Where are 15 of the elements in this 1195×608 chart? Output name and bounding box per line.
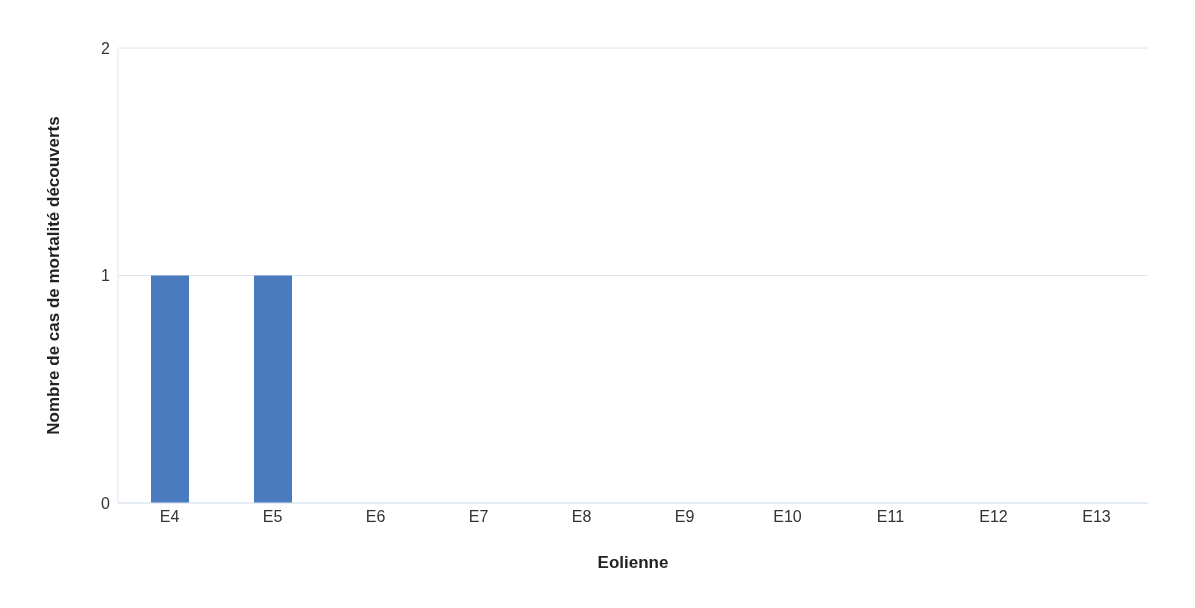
x-tick-label: E9 (674, 508, 695, 526)
x-tick-label: E4 (159, 508, 180, 526)
x-tick-label: E5 (262, 508, 283, 526)
y-tick-label: 1 (101, 267, 111, 285)
y-tick-label: 0 (101, 494, 111, 512)
x-tick-label: E8 (571, 508, 592, 526)
x-tick-label: E13 (1082, 508, 1111, 526)
x-tick-label: E10 (773, 508, 802, 526)
x-tick-label: E7 (468, 508, 489, 526)
y-axis-title: Nombre de cas de mortalité découverts (44, 116, 64, 435)
x-axis-title: Eolienne (597, 553, 669, 572)
x-tick-label: E11 (876, 508, 905, 526)
x-tick-label: E6 (365, 508, 386, 526)
y-tick-label: 2 (101, 39, 111, 57)
x-tick-label: E12 (979, 508, 1008, 526)
